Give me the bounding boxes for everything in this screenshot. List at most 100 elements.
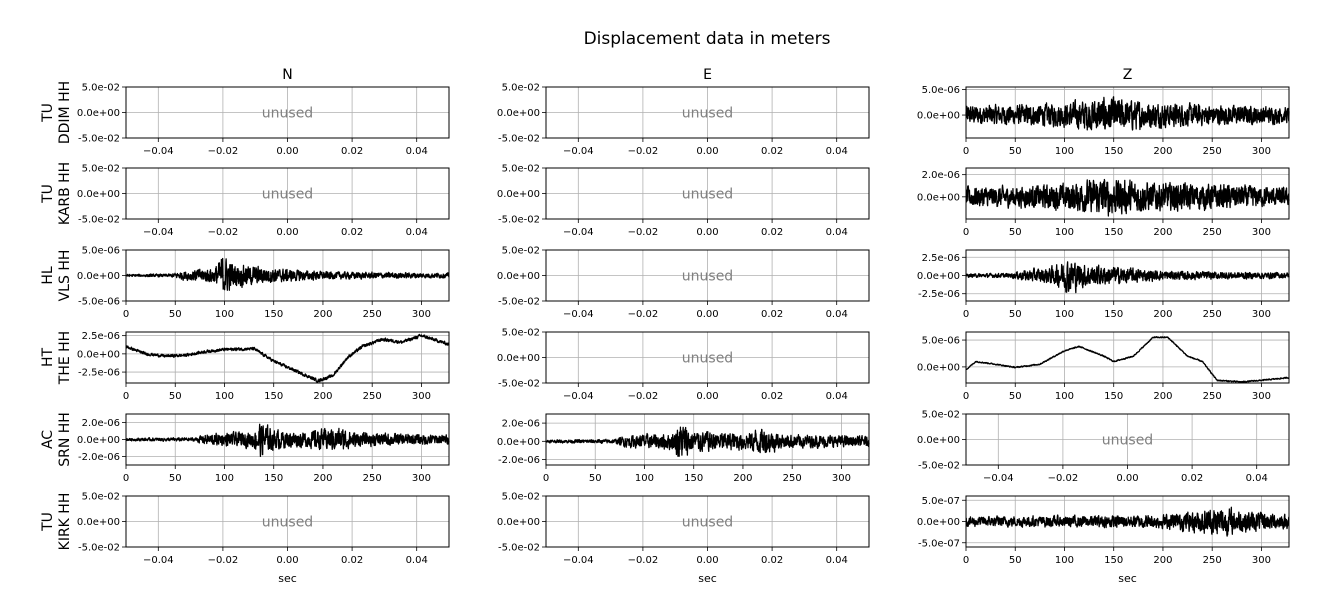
xtick-label-r1c1: 0.00 <box>696 227 718 238</box>
ytick-label-r0c0: -5.0e-02 <box>78 134 120 145</box>
ytick-label-r2c2: 2.5e-06 <box>922 253 960 264</box>
unused-label-r4c2: unused <box>1102 433 1153 449</box>
xtick-label-r5c2: 100 <box>1055 555 1074 566</box>
xtick-label-r3c2: 300 <box>1252 391 1271 402</box>
xtick-label-r2c0: 0 <box>123 309 129 320</box>
xtick-label-r5c0: 0.02 <box>341 555 363 566</box>
column-title-e: E <box>703 67 712 83</box>
xtick-label-r4c1: 250 <box>783 473 802 484</box>
xtick-label-r1c1: 0.02 <box>761 227 783 238</box>
xtick-label-r4c1: 300 <box>832 473 851 484</box>
unused-label-r3c1: unused <box>682 351 733 367</box>
xtick-label-r4c0: 100 <box>215 473 234 484</box>
row-label-ddim-hh: TUDDIM HH <box>40 81 73 144</box>
unused-label-r5c1: unused <box>682 515 733 531</box>
trace-r1c2 <box>965 178 1290 217</box>
xtick-label-r0c1: −0.02 <box>628 146 659 157</box>
axes-frame-r0c2 <box>965 86 1290 139</box>
axes-frame-r1c2 <box>965 167 1290 220</box>
xtick-label-r2c2: 300 <box>1252 309 1271 320</box>
xtick-label-r0c2: 100 <box>1055 146 1074 157</box>
ytick-label-r3c0: -2.5e-06 <box>78 368 120 379</box>
xtick-label-r3c0: 0 <box>123 391 129 402</box>
ytick-label-r5c0: 5.0e-02 <box>82 492 120 503</box>
trace-r4c1 <box>545 426 870 457</box>
xtick-label-r5c2: 300 <box>1252 555 1271 566</box>
unused-label-r2c1: unused <box>682 269 733 285</box>
axes-frame-r3c2 <box>965 331 1290 384</box>
xtick-label-r4c2: 0.02 <box>1181 473 1203 484</box>
ytick-label-r4c0: 0.0e+00 <box>77 435 120 446</box>
xtick-label-r1c1: 0.04 <box>826 227 848 238</box>
ytick-label-r4c0: 2.0e-06 <box>82 418 120 429</box>
xtick-label-r3c2: 50 <box>1009 391 1022 402</box>
unused-label-r1c0: unused <box>262 187 313 203</box>
ytick-label-r5c1: -5.0e-02 <box>498 543 540 554</box>
xtick-label-r4c1: 100 <box>635 473 654 484</box>
xtick-label-r3c2: 200 <box>1153 391 1172 402</box>
axes-frame-r3c0 <box>125 331 450 384</box>
xtick-label-r1c0: −0.02 <box>208 227 239 238</box>
xtick-label-r0c0: 0.02 <box>341 146 363 157</box>
xtick-label-r1c0: −0.04 <box>143 227 174 238</box>
ytick-label-r3c1: 5.0e-02 <box>502 328 540 339</box>
xtick-label-r2c1: −0.04 <box>563 309 594 320</box>
ytick-label-r5c1: 0.0e+00 <box>497 517 540 528</box>
ytick-label-r0c0: 0.0e+00 <box>77 108 120 119</box>
xtick-label-r4c0: 250 <box>363 473 382 484</box>
xtick-label-r4c1: 200 <box>733 473 752 484</box>
xtick-label-r2c2: 150 <box>1104 309 1123 320</box>
ytick-label-r0c1: 5.0e-02 <box>502 83 540 94</box>
xtick-label-r1c2: 250 <box>1203 227 1222 238</box>
unused-label-r0c0: unused <box>262 106 313 122</box>
xtick-label-r1c1: −0.04 <box>563 227 594 238</box>
xtick-label-r3c0: 100 <box>215 391 234 402</box>
xtick-label-r3c2: 150 <box>1104 391 1123 402</box>
row-label-the-hh: HTTHE HH <box>40 331 73 385</box>
ytick-label-r4c1: 2.0e-06 <box>502 419 540 430</box>
ytick-label-r1c1: 5.0e-02 <box>502 164 540 175</box>
xtick-label-r3c0: 150 <box>264 391 283 402</box>
ytick-label-r3c1: -5.0e-02 <box>498 379 540 390</box>
xtick-label-r0c0: −0.04 <box>143 146 174 157</box>
ytick-label-r1c2: 0.0e+00 <box>917 192 960 203</box>
xtick-label-r0c0: 0.04 <box>406 146 428 157</box>
ytick-label-r1c1: -5.0e-02 <box>498 215 540 226</box>
xtick-label-r2c1: 0.04 <box>826 309 848 320</box>
trace-r2c0 <box>125 257 450 291</box>
xtick-label-r0c2: 200 <box>1153 146 1172 157</box>
xtick-label-r3c1: −0.02 <box>628 391 659 402</box>
row-label-vls-hh: HLVLS HH <box>40 250 73 302</box>
xlabel-r5c1: sec <box>698 572 717 585</box>
xtick-label-r4c1: 0 <box>543 473 549 484</box>
xtick-label-r0c1: 0.04 <box>826 146 848 157</box>
xtick-label-r1c0: 0.00 <box>276 227 298 238</box>
unused-label-r0c1: unused <box>682 106 733 122</box>
xtick-label-r3c0: 300 <box>412 391 431 402</box>
ytick-label-r4c1: -2.0e-06 <box>498 455 540 466</box>
xlabel-r5c0: sec <box>278 572 297 585</box>
column-title-z: Z <box>1123 67 1133 83</box>
ytick-label-r5c0: -5.0e-02 <box>78 543 120 554</box>
ytick-label-r1c1: 0.0e+00 <box>497 189 540 200</box>
ytick-label-r0c2: 0.0e+00 <box>917 111 960 122</box>
ytick-label-r2c1: -5.0e-02 <box>498 297 540 308</box>
ytick-label-r5c0: 0.0e+00 <box>77 517 120 528</box>
xtick-label-r5c2: 200 <box>1153 555 1172 566</box>
xtick-label-r4c2: −0.04 <box>983 473 1014 484</box>
xtick-label-r0c1: −0.04 <box>563 146 594 157</box>
axes-frame-r4c1 <box>545 413 870 466</box>
xtick-label-r3c0: 250 <box>363 391 382 402</box>
xtick-label-r2c0: 100 <box>215 309 234 320</box>
xtick-label-r0c2: 0 <box>963 146 969 157</box>
xtick-label-r4c0: 200 <box>313 473 332 484</box>
xtick-label-r1c2: 300 <box>1252 227 1271 238</box>
xtick-label-r2c1: 0.00 <box>696 309 718 320</box>
xtick-label-r3c0: 50 <box>169 391 182 402</box>
ytick-label-r1c0: -5.0e-02 <box>78 215 120 226</box>
ytick-label-r3c0: 2.5e-06 <box>82 331 120 342</box>
xtick-label-r0c2: 250 <box>1203 146 1222 157</box>
xtick-label-r1c2: 150 <box>1104 227 1123 238</box>
figure-title: Displacement data in meters <box>584 29 831 49</box>
